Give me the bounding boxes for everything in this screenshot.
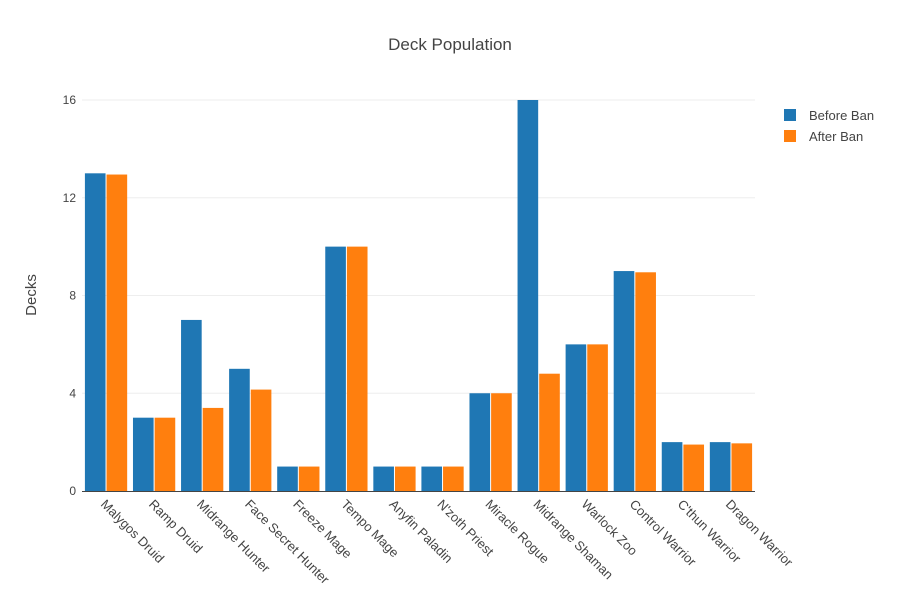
- bar-after-ban: [539, 373, 560, 491]
- bar-before-ban: [613, 271, 635, 491]
- bar-before-ban: [229, 368, 250, 491]
- bar-before-ban: [277, 466, 298, 491]
- y-tick-label: 4: [69, 386, 76, 400]
- bar-before-ban: [565, 344, 587, 491]
- bar-after-ban: [346, 246, 368, 491]
- bar-before-ban: [421, 466, 443, 491]
- bar-after-ban: [491, 393, 512, 491]
- bar-after-ban: [683, 444, 705, 491]
- bar-after-ban: [443, 466, 464, 491]
- chart-title: Deck Population: [388, 35, 512, 54]
- y-tick-label: 0: [69, 484, 76, 498]
- y-tick-label: 8: [69, 289, 76, 303]
- bar-after-ban: [298, 466, 320, 491]
- y-tick-label: 16: [63, 93, 77, 107]
- y-axis-title: Decks: [23, 274, 40, 316]
- bar-before-ban: [84, 173, 106, 491]
- bars: [84, 100, 753, 492]
- bar-after-ban: [731, 443, 753, 491]
- bar-before-ban: [709, 442, 731, 491]
- bar-before-ban: [373, 466, 394, 491]
- bar-before-ban: [661, 442, 683, 491]
- legend-label: After Ban: [809, 129, 863, 144]
- y-tick-label: 12: [63, 191, 77, 205]
- bar-before-ban: [325, 246, 346, 491]
- bar-after-ban: [202, 407, 224, 491]
- bar-after-ban: [394, 466, 416, 491]
- legend-swatch: [784, 109, 796, 121]
- bar-before-ban: [181, 319, 202, 491]
- bar-before-ban: [517, 100, 539, 491]
- bar-after-ban: [587, 344, 608, 491]
- bar-after-ban: [154, 417, 176, 491]
- bar-before-ban: [132, 417, 154, 491]
- bar-after-ban: [250, 389, 272, 491]
- legend-swatch: [784, 130, 796, 142]
- legend: Before Ban After Ban: [784, 108, 874, 144]
- bar-after-ban: [106, 174, 128, 492]
- bar-after-ban: [635, 272, 656, 491]
- bar-before-ban: [469, 393, 491, 491]
- legend-label: Before Ban: [809, 108, 874, 123]
- x-tick-label: Face Secret Hunter: [242, 497, 333, 588]
